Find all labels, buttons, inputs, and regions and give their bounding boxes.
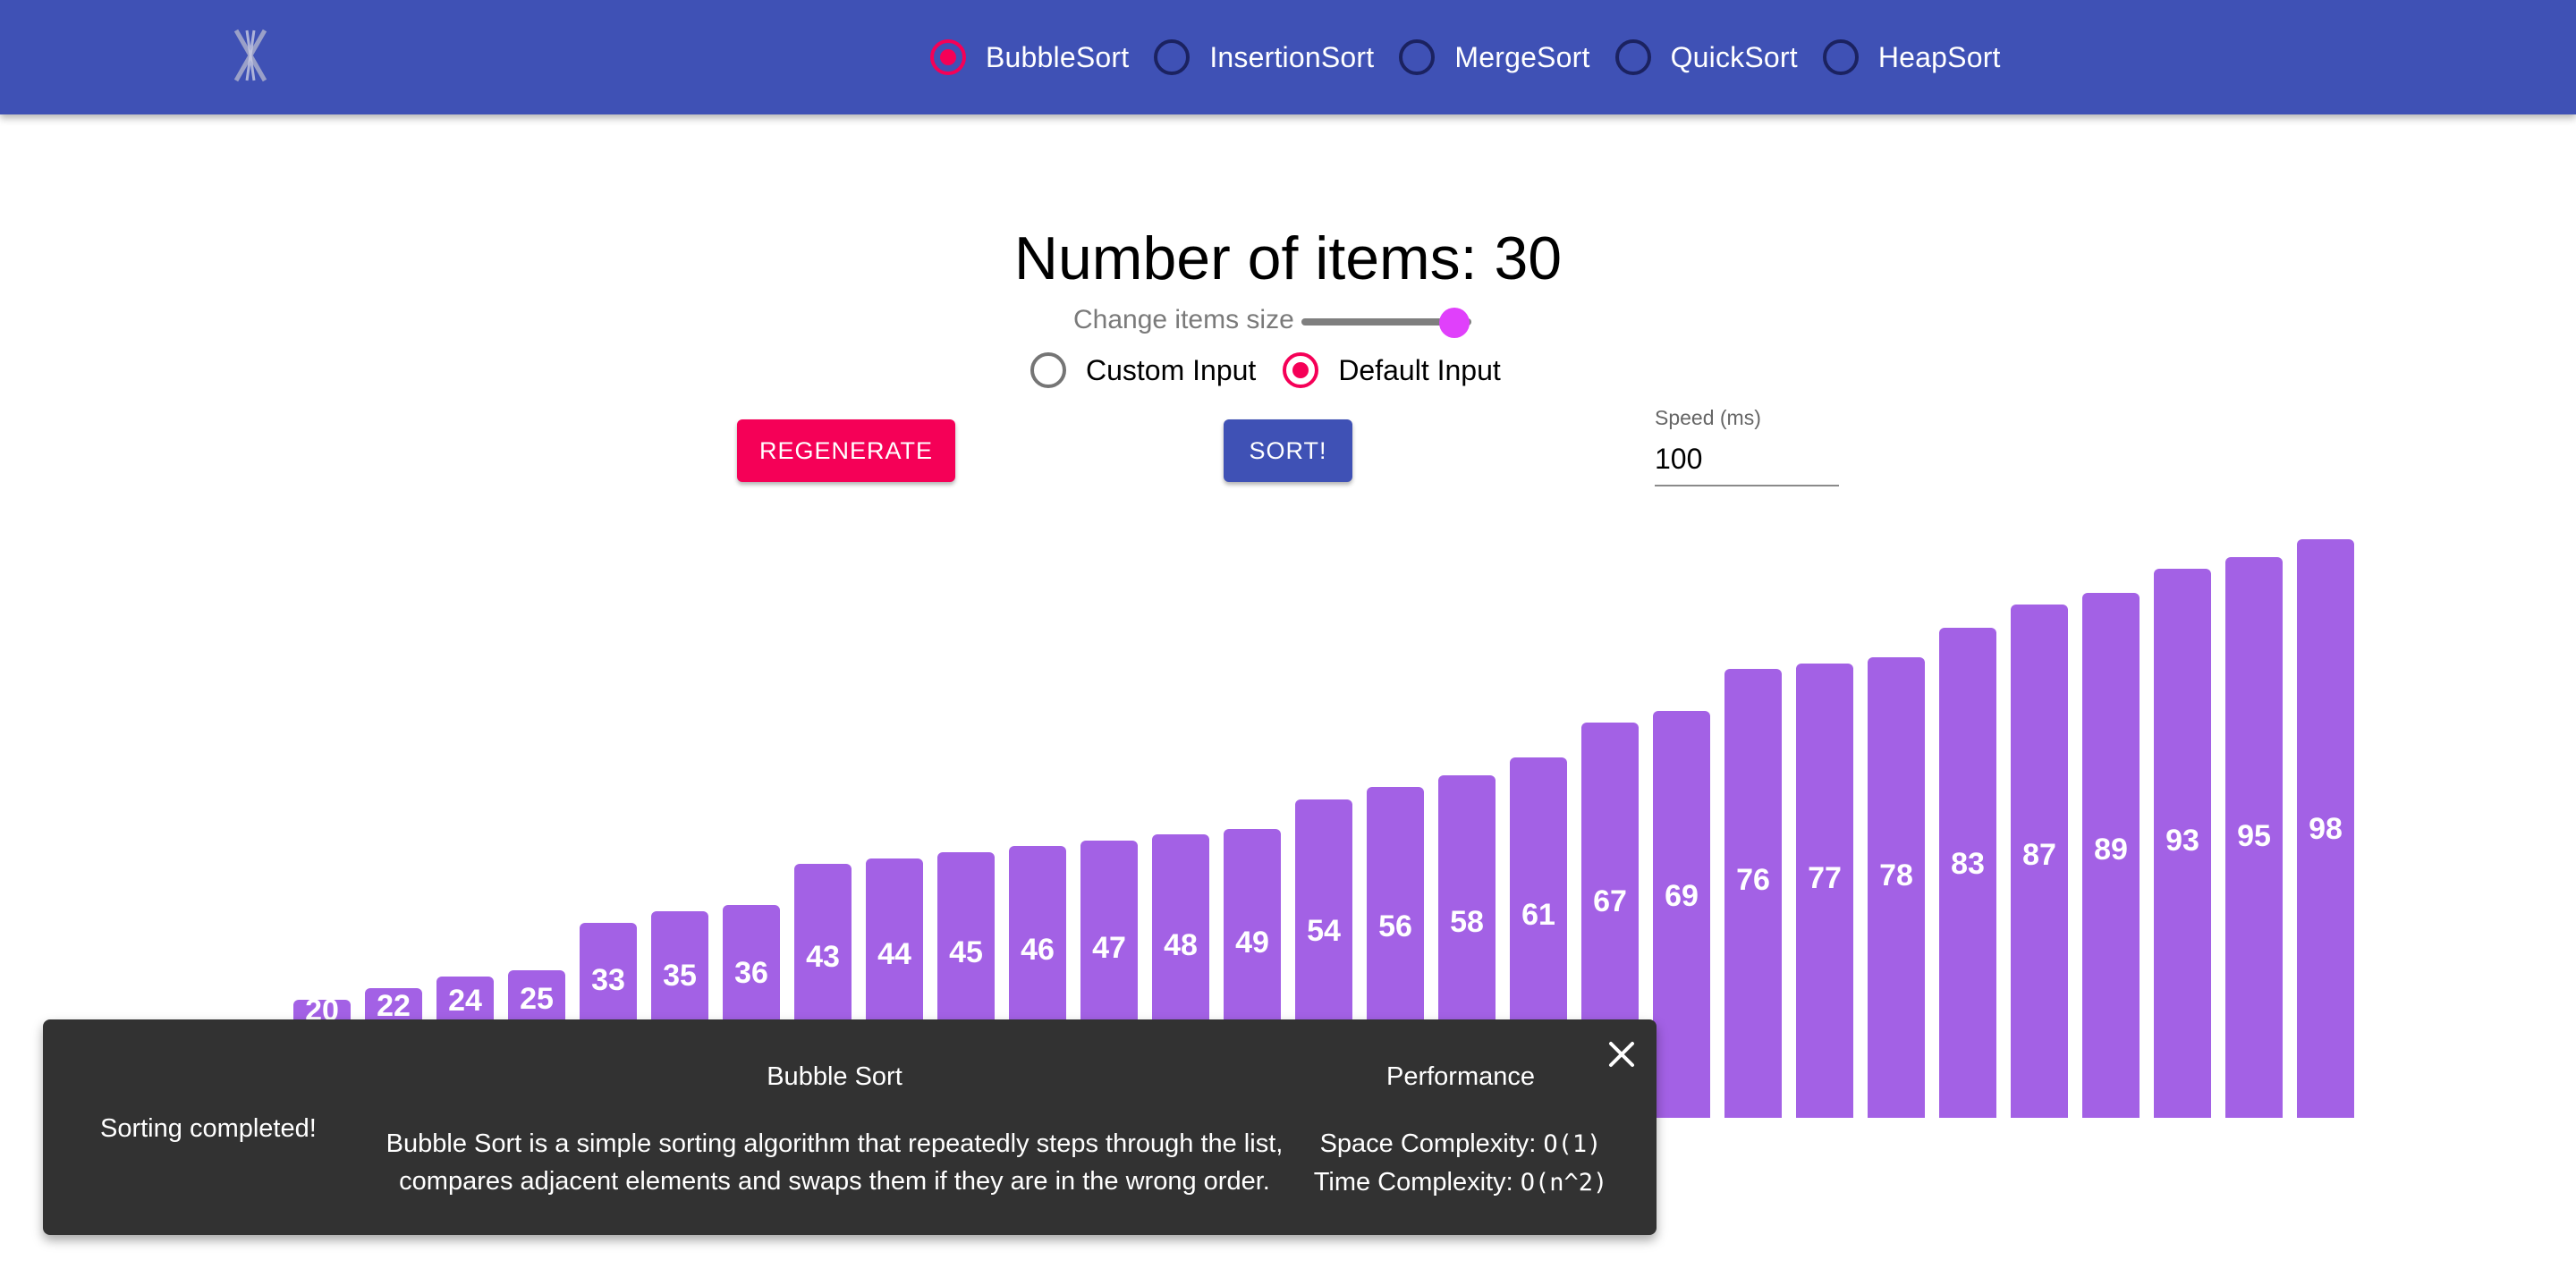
bar-value-label: 24: [448, 984, 482, 1018]
radio-icon[interactable]: [1283, 352, 1319, 388]
bar-value-label: 36: [734, 956, 768, 990]
radio-icon[interactable]: [1154, 39, 1191, 75]
bar-value-label: 77: [1808, 861, 1842, 895]
bar-value-label: 89: [2094, 833, 2128, 867]
bar-value-label: 56: [1378, 909, 1412, 943]
radio-icon[interactable]: [1030, 352, 1066, 388]
array-bar: 76: [1724, 669, 1782, 1118]
algorithm-option-label: InsertionSort: [1209, 40, 1375, 73]
input-mode-default-input[interactable]: Default Input: [1283, 352, 1501, 388]
bar-value-label: 69: [1665, 879, 1699, 913]
description-line: compares adjacent elements and swaps the…: [399, 1167, 1270, 1196]
array-bar: 78: [1868, 657, 1925, 1118]
radio-icon[interactable]: [930, 39, 966, 75]
time-complexity: Time Complexity: O(n^2): [1313, 1168, 1608, 1197]
algorithm-info-title: Bubble Sort: [767, 1062, 902, 1091]
bar-value-label: 49: [1235, 926, 1269, 960]
bar-value-label: 46: [1021, 933, 1055, 967]
close-icon[interactable]: [1599, 1032, 1644, 1077]
bar-value-label: 76: [1736, 863, 1770, 897]
bar-value-label: 54: [1307, 914, 1341, 948]
algorithm-option-label: MergeSort: [1454, 40, 1590, 73]
bar-value-label: 83: [1951, 847, 1985, 881]
performance-title: Performance: [1385, 1062, 1535, 1091]
regenerate-button[interactable]: REGENERATE: [737, 419, 955, 482]
algorithm-option-mergesort[interactable]: MergeSort: [1399, 39, 1589, 75]
bar-value-label: 95: [2237, 819, 2271, 853]
radio-icon[interactable]: [1822, 39, 1859, 75]
bar-value-label: 22: [377, 989, 411, 1023]
description-line: Bubble Sort is a simple sorting algorith…: [386, 1129, 1284, 1158]
input-mode-selector: Custom Input Default Input: [1030, 351, 1528, 390]
bar-value-label: 78: [1879, 858, 1913, 892]
algorithm-option-label: HeapSort: [1877, 40, 2001, 73]
speed-field: Speed (ms): [1655, 406, 1839, 486]
speed-input[interactable]: [1655, 443, 1839, 486]
array-bar: 98: [2297, 539, 2354, 1118]
bar-value-label: 33: [591, 963, 625, 997]
bar-value-label: 67: [1593, 884, 1627, 918]
sort-button[interactable]: SORT!: [1224, 419, 1352, 482]
bar-value-label: 48: [1164, 928, 1198, 962]
input-mode-label: Custom Input: [1086, 353, 1257, 386]
items-count-title: Number of items: 30: [1013, 224, 1563, 292]
array-bar: 83: [1939, 628, 1996, 1118]
array-bar: 89: [2082, 593, 2140, 1118]
bar-value-label: 44: [877, 937, 911, 971]
performance-info: Space Complexity: O(1) Time Complexity: …: [1268, 1125, 1653, 1202]
bar-value-label: 25: [520, 982, 554, 1016]
algorithm-option-label: BubbleSort: [986, 40, 1130, 73]
bar-value-label: 35: [663, 959, 697, 993]
algorithm-description: Bubble Sort is a simple sorting algorith…: [338, 1125, 1331, 1200]
algorithm-option-bubblesort[interactable]: BubbleSort: [930, 39, 1129, 75]
array-bar: 93: [2154, 569, 2211, 1118]
bar-value-label: 98: [2309, 812, 2343, 846]
bar-value-label: 61: [1521, 898, 1555, 932]
bar-value-label: 43: [806, 940, 840, 974]
items-size-label: Change items size: [1073, 305, 1294, 334]
radio-icon[interactable]: [1614, 39, 1651, 75]
bar-value-label: 47: [1092, 931, 1126, 965]
snackbar: Sorting completed! Bubble Sort Bubble So…: [43, 1019, 1657, 1235]
bar-value-label: 87: [2022, 838, 2056, 872]
items-size-control: Change items size: [1073, 300, 1471, 340]
items-size-slider[interactable]: [1301, 300, 1471, 340]
algorithm-option-insertionsort[interactable]: InsertionSort: [1154, 39, 1374, 75]
radio-icon[interactable]: [1399, 39, 1436, 75]
input-mode-label: Default Input: [1338, 353, 1501, 386]
bar-value-label: 93: [2165, 824, 2199, 858]
bar-value-label: 45: [949, 935, 983, 969]
speed-label: Speed (ms): [1655, 406, 1761, 429]
input-mode-custom-input[interactable]: Custom Input: [1030, 352, 1256, 388]
slider-rail: [1301, 318, 1471, 326]
space-complexity: Space Complexity: O(1): [1319, 1129, 1602, 1158]
app-bar: BubbleSort InsertionSort MergeSort QuickSor…: [0, 0, 2576, 114]
array-bar: 87: [2011, 605, 2068, 1118]
app-logo-icon: [233, 29, 267, 82]
algorithm-option-label: QuickSort: [1670, 40, 1798, 73]
slider-thumb[interactable]: [1438, 308, 1470, 338]
array-bar: 77: [1796, 664, 1853, 1118]
algorithm-option-heapsort[interactable]: HeapSort: [1822, 39, 2001, 75]
bar-value-label: 58: [1450, 905, 1484, 939]
array-bar: 95: [2225, 557, 2283, 1118]
array-bar: 69: [1653, 711, 1710, 1118]
snackbar-status: Sorting completed!: [100, 1114, 317, 1143]
algorithm-option-quicksort[interactable]: QuickSort: [1614, 39, 1798, 75]
algorithm-selector: BubbleSort InsertionSort MergeSort QuickSor…: [930, 0, 2026, 114]
